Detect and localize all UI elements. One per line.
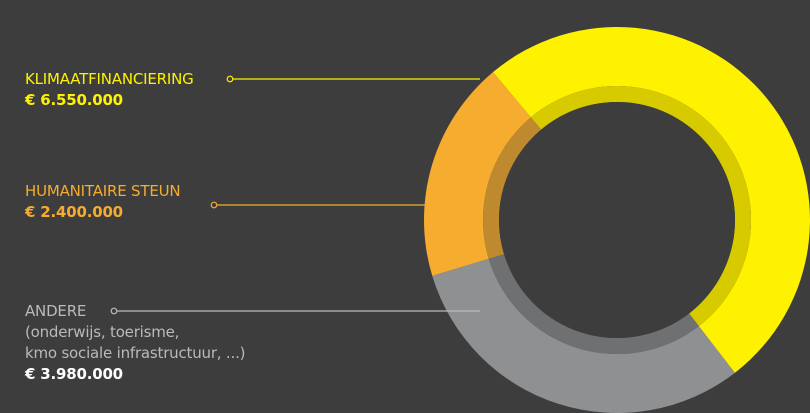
- slice-klimaatfinanciering: [492, 27, 810, 373]
- slice-value: € 2.400.000: [25, 203, 123, 221]
- slice-value: € 3.980.000: [25, 365, 123, 383]
- slice-inner-band: [482, 117, 542, 259]
- slice-note-line: kmo sociale infrastructuur, ...): [25, 344, 246, 362]
- legend-andere: ANDERE (onderwijs, toerisme, kmo sociale…: [25, 301, 245, 385]
- donut-hole: [499, 102, 735, 338]
- slice-inner-band: [530, 85, 752, 327]
- leader-marker: [226, 75, 234, 83]
- donut-slices: [424, 27, 810, 413]
- leader-marker: [210, 201, 218, 209]
- slice-andere: [432, 258, 735, 413]
- leader-lines: [110, 75, 480, 315]
- slice-note-line: (onderwijs, toerisme,: [25, 323, 180, 341]
- slice-label: ANDERE: [25, 302, 87, 320]
- legend-humanitaire-steun: HUMANITAIRE STEUN € 2.400.000: [25, 181, 181, 223]
- slice-label: HUMANITAIRE STEUN: [25, 182, 181, 200]
- slice-label: KLIMAATFINANCIERING: [25, 70, 194, 88]
- legend-klimaatfinanciering: KLIMAATFINANCIERING € 6.550.000: [25, 69, 194, 111]
- slice-humanitaire-steun: [424, 72, 531, 276]
- slice-value: € 6.550.000: [25, 91, 123, 109]
- leader-marker: [110, 307, 118, 315]
- slice-inner-band: [488, 254, 699, 354]
